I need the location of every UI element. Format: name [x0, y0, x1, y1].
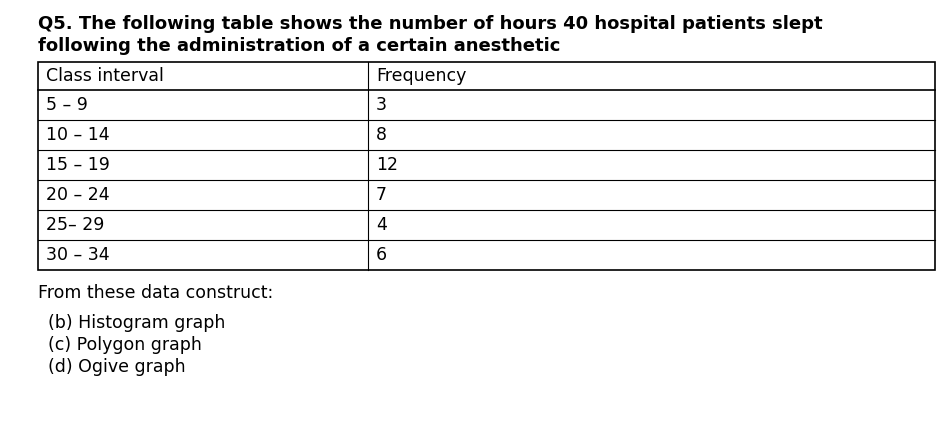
- Text: 6: 6: [376, 246, 387, 264]
- Text: From these data construct:: From these data construct:: [38, 284, 273, 302]
- Text: (d) Ogive graph: (d) Ogive graph: [48, 358, 186, 376]
- Text: 30 – 34: 30 – 34: [46, 246, 109, 264]
- Text: 3: 3: [376, 96, 387, 114]
- Bar: [38, 62, 934, 270]
- Text: 5 – 9: 5 – 9: [46, 96, 88, 114]
- Text: following the administration of a certain anesthetic: following the administration of a certai…: [38, 37, 560, 55]
- Text: 20 – 24: 20 – 24: [46, 186, 109, 204]
- Text: 8: 8: [376, 126, 387, 144]
- Text: Frequency: Frequency: [376, 67, 466, 85]
- Text: 4: 4: [376, 216, 387, 234]
- Text: 12: 12: [376, 156, 398, 174]
- Text: 10 – 14: 10 – 14: [46, 126, 109, 144]
- Text: (c) Polygon graph: (c) Polygon graph: [48, 336, 202, 354]
- Text: 25– 29: 25– 29: [46, 216, 105, 234]
- Text: 7: 7: [376, 186, 387, 204]
- Text: 15 – 19: 15 – 19: [46, 156, 109, 174]
- Text: (b) Histogram graph: (b) Histogram graph: [48, 314, 225, 332]
- Text: Class interval: Class interval: [46, 67, 164, 85]
- Text: Q5. The following table shows the number of hours 40 hospital patients slept: Q5. The following table shows the number…: [38, 15, 822, 33]
